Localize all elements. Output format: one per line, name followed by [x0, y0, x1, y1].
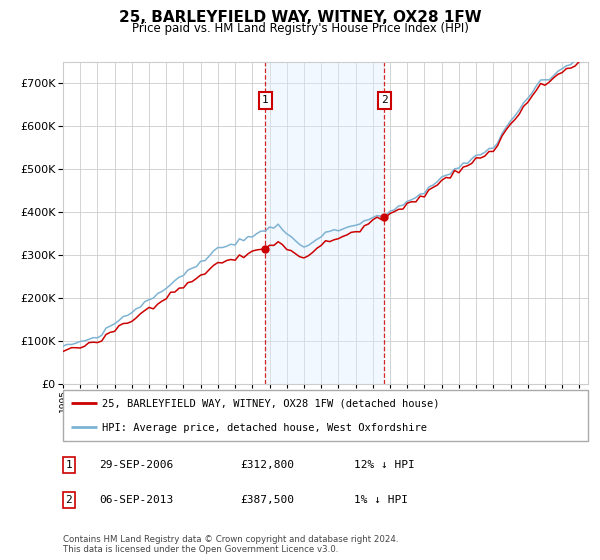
Text: 25, BARLEYFIELD WAY, WITNEY, OX28 1FW (detached house): 25, BARLEYFIELD WAY, WITNEY, OX28 1FW (d… [103, 399, 440, 409]
Text: 06-SEP-2013: 06-SEP-2013 [99, 495, 173, 505]
Bar [265, 62, 385, 384]
Text: Contains HM Land Registry data © Crown copyright and database right 2024.
This d: Contains HM Land Registry data © Crown c… [63, 535, 398, 554]
Text: 1% ↓ HPI: 1% ↓ HPI [354, 495, 408, 505]
Text: 1: 1 [262, 95, 269, 105]
FancyBboxPatch shape [63, 390, 588, 441]
Text: £312,800: £312,800 [240, 460, 294, 470]
Text: HPI: Average price, detached house, West Oxfordshire: HPI: Average price, detached house, West… [103, 423, 427, 433]
Text: 2: 2 [381, 95, 388, 105]
Text: Price paid vs. HM Land Registry's House Price Index (HPI): Price paid vs. HM Land Registry's House … [131, 22, 469, 35]
Text: 2: 2 [65, 495, 73, 505]
Text: 25, BARLEYFIELD WAY, WITNEY, OX28 1FW: 25, BARLEYFIELD WAY, WITNEY, OX28 1FW [119, 10, 481, 25]
Text: 29-SEP-2006: 29-SEP-2006 [99, 460, 173, 470]
Text: £387,500: £387,500 [240, 495, 294, 505]
Text: 1: 1 [65, 460, 73, 470]
Text: 12% ↓ HPI: 12% ↓ HPI [354, 460, 415, 470]
